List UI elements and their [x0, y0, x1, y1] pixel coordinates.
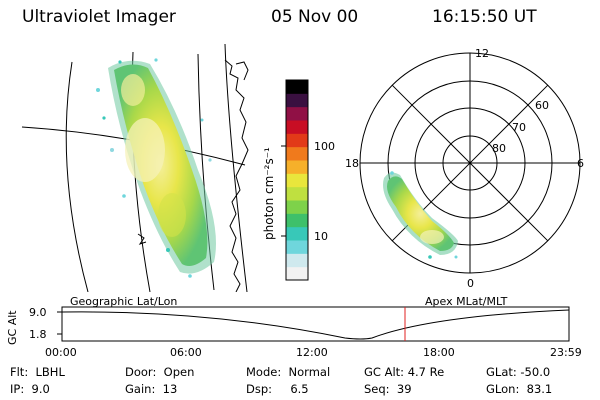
- lon-line: [224, 43, 248, 292]
- colorbar-segment: [286, 160, 308, 174]
- altitude-timeline: [57, 306, 570, 342]
- colorbar-segment: [286, 266, 308, 281]
- polar-plot-caption: Apex MLat/MLT: [425, 295, 508, 308]
- coastline: [224, 59, 249, 292]
- mode-label: Mode:: [246, 365, 282, 379]
- coastline: [235, 61, 249, 81]
- timeline-xtick: 06:00: [170, 346, 202, 359]
- colorbar-segment: [286, 253, 308, 268]
- aurora-emission-geo: [96, 58, 216, 278]
- aurora-emission-polar: [383, 171, 458, 259]
- coastline: [137, 233, 147, 245]
- ip-status: IP: 9.0: [10, 382, 50, 396]
- gc-alt-value: 4.7 Re: [407, 365, 445, 379]
- colorbar-segment: [286, 80, 308, 94]
- mode-value: Normal: [288, 365, 331, 379]
- colorbar-segment: [286, 213, 308, 228]
- mlt-label-left: 18: [345, 157, 359, 170]
- mode-status: Mode: Normal: [246, 365, 330, 379]
- glat-label: GLat:: [486, 365, 517, 379]
- glon-value: 83.1: [526, 382, 553, 396]
- geo-map: [21, 43, 249, 292]
- gain-value: 13: [162, 382, 178, 396]
- dsp-value: 6.5: [290, 382, 309, 396]
- timeline-ytick-low: 1.8: [29, 328, 47, 341]
- ip-label: IP:: [10, 382, 25, 396]
- lon-line: [65, 61, 89, 292]
- timeline-xtick: 00:00: [45, 346, 77, 359]
- door-status: Door: Open: [125, 365, 194, 379]
- glon-status: GLon: 83.1: [486, 382, 552, 396]
- colorbar-segment: [286, 186, 308, 201]
- colorbar-segment: [286, 226, 308, 241]
- lat-label-60: 60: [535, 99, 549, 112]
- ip-value: 9.0: [31, 382, 50, 396]
- lat-label-70: 70: [512, 121, 526, 134]
- date-label: 05 Nov 00: [271, 7, 359, 27]
- filter-label: Flt:: [10, 365, 29, 379]
- seq-status: Seq: 39: [364, 382, 412, 396]
- altitude-curve: [61, 309, 570, 340]
- color-scale-bar: [286, 80, 308, 281]
- colorbar-segment: [286, 146, 308, 161]
- colorbar-segment: [286, 173, 308, 188]
- colorbar-segment: [286, 133, 308, 148]
- timeline-axis-label: GC Alt: [6, 310, 19, 345]
- gc-alt-label: GC Alt:: [364, 365, 405, 379]
- dsp-status: Dsp: 6.5: [246, 382, 309, 396]
- colorbar-segment: [286, 93, 308, 108]
- glon-label: GLon:: [486, 382, 520, 396]
- colorbar-segment: [286, 200, 308, 214]
- seq-label: Seq:: [364, 382, 390, 396]
- glat-value: -50.0: [520, 365, 551, 379]
- seq-value: 39: [396, 382, 412, 396]
- colorbar-segment: [286, 106, 308, 121]
- timeline-ytick-high: 9.0: [29, 306, 47, 319]
- colorbar-segment: [286, 120, 308, 134]
- instrument-title: Ultraviolet Imager: [22, 7, 176, 27]
- colorbar-unit-label: photon cm⁻²s⁻¹: [262, 147, 276, 240]
- dsp-label: Dsp:: [246, 382, 273, 396]
- filter-value: LBHL: [35, 365, 65, 379]
- mlt-label-bottom: 0: [467, 277, 474, 290]
- door-value: Open: [163, 365, 195, 379]
- colorbar-label-100: 100: [314, 140, 335, 153]
- gain-label: Gain:: [125, 382, 156, 396]
- door-label: Door:: [125, 365, 157, 379]
- colorbar-segment: [286, 240, 308, 254]
- gain-status: Gain: 13: [125, 382, 177, 396]
- lat-label-80: 80: [492, 142, 506, 155]
- gc-alt-status: GC Alt: 4.7 Re: [364, 365, 444, 379]
- time-label: 16:15:50 UT: [432, 7, 537, 27]
- mlt-label-top: 12: [475, 47, 489, 60]
- colorbar-label-10: 10: [314, 230, 328, 243]
- glat-status: GLat: -50.0: [486, 365, 550, 379]
- color-scale-frame: [285, 79, 309, 281]
- timeline-xtick: 23:59: [550, 346, 582, 359]
- timeline-xtick: 12:00: [296, 346, 328, 359]
- mlt-label-right: 6: [577, 157, 584, 170]
- filter-status: Flt: LBHL: [10, 365, 65, 379]
- geo-map-caption: Geographic Lat/Lon: [70, 295, 178, 308]
- polar-plot: [359, 52, 581, 274]
- timeline-xtick: 18:00: [423, 346, 455, 359]
